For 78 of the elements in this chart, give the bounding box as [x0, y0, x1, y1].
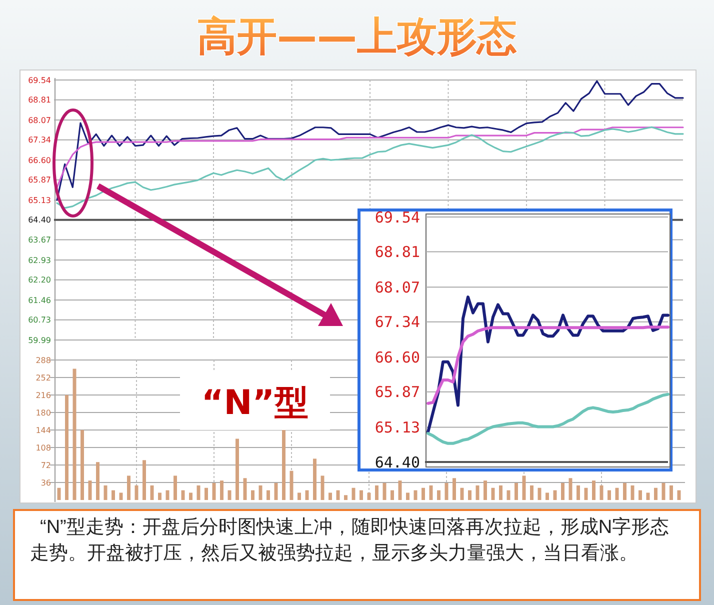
bar	[328, 492, 332, 500]
y-tick-label: 59.99	[28, 336, 51, 345]
bar	[546, 492, 549, 500]
bar	[499, 485, 502, 500]
y-tick-label: 62.93	[28, 256, 51, 265]
bar	[204, 488, 208, 500]
bar	[623, 482, 626, 500]
y-tick-label: 64.40	[374, 453, 420, 472]
bar	[127, 476, 130, 500]
y-tick-label: 68.07	[374, 278, 420, 296]
y-tick-label: 68.07	[28, 116, 51, 125]
bar	[576, 485, 580, 500]
bar	[484, 480, 487, 500]
bar	[390, 490, 394, 500]
line-series	[56, 80, 684, 201]
text: “N”型走势：开盘后分时图快速上冲，随即快速回落再次拉起，形成N字形态走势。开盘被打压，然后又被强势拉起，显示多头力量强大，当日看涨。	[30, 516, 670, 566]
bar	[452, 478, 456, 500]
bar	[313, 458, 316, 500]
y-tick-label: 69.54	[374, 208, 420, 226]
bar	[344, 495, 348, 500]
bar	[266, 490, 270, 500]
bar	[654, 488, 658, 500]
y-tick-label: 61.46	[28, 296, 51, 305]
bar	[282, 430, 286, 500]
annotation: “N”型	[201, 383, 309, 423]
bar	[670, 485, 673, 500]
line-series	[56, 126, 684, 188]
bar	[298, 492, 301, 500]
line-series	[56, 126, 684, 209]
line-series	[426, 392, 670, 445]
y-tick-label: 67.34	[28, 136, 51, 145]
y-tick-label: 36	[40, 478, 51, 488]
y-tick-label: 60.73	[28, 316, 51, 325]
chart-title: 高开——上攻形态	[197, 14, 517, 60]
y-tick-label: 72	[40, 460, 51, 470]
bar	[220, 480, 224, 500]
bar	[236, 438, 239, 500]
y-tick-label: 66.60	[28, 156, 51, 165]
y-tick-label: 64.40	[28, 216, 51, 225]
bar	[638, 490, 642, 500]
y-tick-label: 66.60	[374, 348, 420, 366]
bar	[406, 492, 410, 500]
bar	[514, 482, 518, 500]
y-tick-label: 62.20	[28, 276, 51, 285]
bar	[530, 485, 534, 500]
y-tick-label: 67.34	[374, 313, 420, 332]
bar	[80, 430, 84, 500]
bar	[592, 480, 596, 500]
bar	[561, 482, 564, 500]
y-tick-label: 69.54	[28, 76, 51, 85]
bar	[422, 488, 425, 500]
y-tick-label: 288	[36, 356, 51, 365]
bar	[174, 476, 177, 500]
y-tick-label: 144	[36, 426, 51, 435]
bar	[189, 492, 192, 500]
y-tick-label: 65.13	[28, 196, 51, 205]
bar	[251, 490, 254, 500]
y-tick-label: 65.87	[28, 176, 51, 185]
bar	[65, 395, 68, 500]
y-tick-label: 63.67	[28, 236, 51, 245]
bar	[608, 490, 611, 500]
y-tick-label: 180	[36, 408, 51, 418]
bar	[437, 490, 440, 500]
line-series	[426, 326, 670, 405]
y-tick-label: 216	[36, 390, 51, 400]
bar	[158, 492, 162, 500]
bar	[112, 490, 115, 500]
y-tick-label: 65.87	[374, 383, 420, 402]
y-tick-label: 252	[36, 373, 51, 382]
y-tick-label: 108	[36, 443, 51, 452]
bar	[142, 460, 146, 500]
y-tick-label: 68.81	[28, 96, 51, 105]
y-tick-label: 65.13	[374, 418, 420, 436]
bar	[360, 490, 363, 500]
bar	[96, 462, 100, 500]
bar	[468, 490, 472, 500]
y-tick-label: 68.81	[374, 243, 420, 262]
bar	[375, 485, 378, 500]
